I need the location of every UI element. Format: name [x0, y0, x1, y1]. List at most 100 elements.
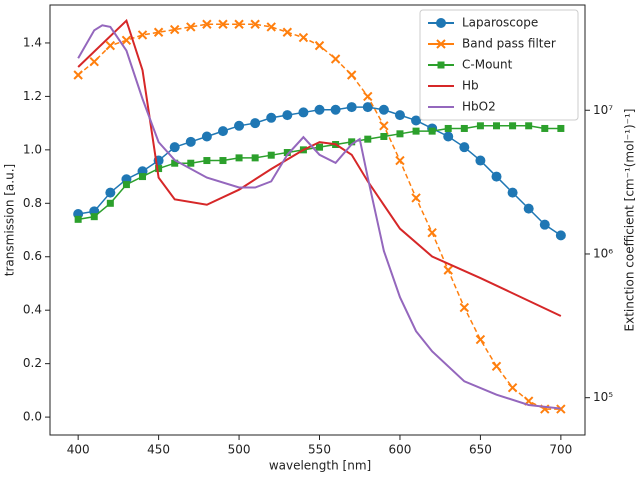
- legend-label: Laparoscope: [462, 16, 538, 30]
- x-tick-label: 650: [469, 443, 492, 457]
- marker: [476, 122, 484, 130]
- x-tick-label: 500: [228, 443, 251, 457]
- legend: Laparoscope Band pass filter C-Mount Hb HbO2: [419, 9, 579, 121]
- x-tick-label: 550: [308, 443, 331, 457]
- marker: [394, 110, 405, 121]
- marker: [507, 382, 518, 393]
- marker: [185, 136, 196, 147]
- marker: [316, 143, 324, 151]
- marker: [169, 24, 180, 35]
- marker: [380, 132, 388, 140]
- legend-label: C-Mount: [462, 58, 513, 72]
- marker: [105, 40, 116, 51]
- marker: [121, 35, 132, 45]
- marker: [251, 154, 259, 162]
- marker: [89, 56, 99, 67]
- marker: [348, 138, 356, 146]
- marker: [122, 181, 130, 189]
- marker: [155, 165, 163, 173]
- x-tick-label: 600: [389, 443, 412, 457]
- marker: [436, 39, 446, 49]
- plot-frame: [49, 4, 586, 436]
- marker: [314, 104, 325, 115]
- legend-label: HbO2: [462, 100, 496, 114]
- marker: [555, 230, 566, 241]
- legend-label: Band pass filter: [462, 37, 556, 51]
- marker: [217, 126, 228, 137]
- marker: [475, 155, 486, 166]
- marker: [250, 118, 261, 129]
- x-tick-label: 700: [549, 443, 572, 457]
- x-tick-label: 400: [67, 443, 90, 457]
- marker: [314, 40, 325, 51]
- marker: [523, 203, 534, 214]
- marker: [491, 361, 502, 372]
- marker: [491, 171, 502, 182]
- marker: [298, 107, 309, 118]
- marker: [346, 102, 357, 113]
- y-axis-label: transmission [a.u.]: [3, 164, 17, 276]
- marker: [379, 121, 389, 131]
- marker: [234, 120, 245, 131]
- marker: [202, 19, 212, 29]
- y2-axis-label: Extinction coefficient [cm⁻¹(mol⁻¹)⁻¹]: [623, 109, 637, 332]
- marker: [74, 215, 82, 223]
- marker: [493, 122, 501, 130]
- marker: [443, 265, 453, 275]
- marker: [437, 61, 445, 69]
- marker: [235, 154, 243, 162]
- marker: [509, 122, 517, 130]
- marker: [171, 159, 179, 167]
- y-tick-label: 0.8: [23, 196, 42, 210]
- marker: [507, 187, 518, 198]
- y2-tick-label: 10⁶: [593, 246, 613, 260]
- marker: [282, 110, 293, 121]
- y-tick-label: 1.2: [23, 89, 42, 103]
- marker: [266, 22, 276, 32]
- y-tick-label: 0.6: [23, 249, 42, 263]
- marker: [459, 142, 470, 153]
- marker: [201, 131, 212, 142]
- marker: [330, 54, 341, 64]
- marker: [459, 302, 470, 313]
- marker: [169, 142, 180, 153]
- marker: [541, 124, 549, 132]
- marker: [378, 104, 389, 115]
- x-axis-label: wavelength [nm]: [269, 459, 371, 473]
- y-tick-label: 1.0: [23, 142, 42, 156]
- marker: [139, 173, 147, 181]
- line: [78, 125, 561, 221]
- marker: [395, 155, 405, 166]
- marker: [187, 159, 195, 167]
- marker: [427, 227, 437, 238]
- marker: [267, 151, 275, 159]
- marker: [186, 22, 196, 32]
- x-tick-label: 450: [147, 443, 170, 457]
- marker: [218, 19, 228, 29]
- marker: [234, 19, 244, 29]
- y-tick-label: 0.0: [23, 410, 42, 424]
- marker: [330, 104, 341, 115]
- marker: [525, 122, 533, 130]
- marker: [266, 112, 277, 123]
- marker: [411, 115, 422, 126]
- marker: [362, 102, 373, 113]
- legend-box: [419, 9, 579, 121]
- marker: [106, 199, 114, 207]
- marker: [153, 27, 164, 37]
- y2-tick-label: 10⁵: [593, 390, 613, 404]
- marker: [203, 157, 211, 165]
- marker: [460, 124, 468, 132]
- legend-label: Hb: [462, 79, 479, 93]
- marker: [436, 18, 446, 28]
- marker: [475, 334, 486, 345]
- marker: [428, 127, 436, 135]
- marker: [298, 32, 309, 43]
- line: [77, 18, 562, 317]
- marker: [556, 404, 566, 414]
- marker: [557, 124, 565, 132]
- y2-tick-label: 10⁷: [593, 103, 613, 117]
- line: [77, 24, 561, 410]
- marker: [346, 70, 357, 80]
